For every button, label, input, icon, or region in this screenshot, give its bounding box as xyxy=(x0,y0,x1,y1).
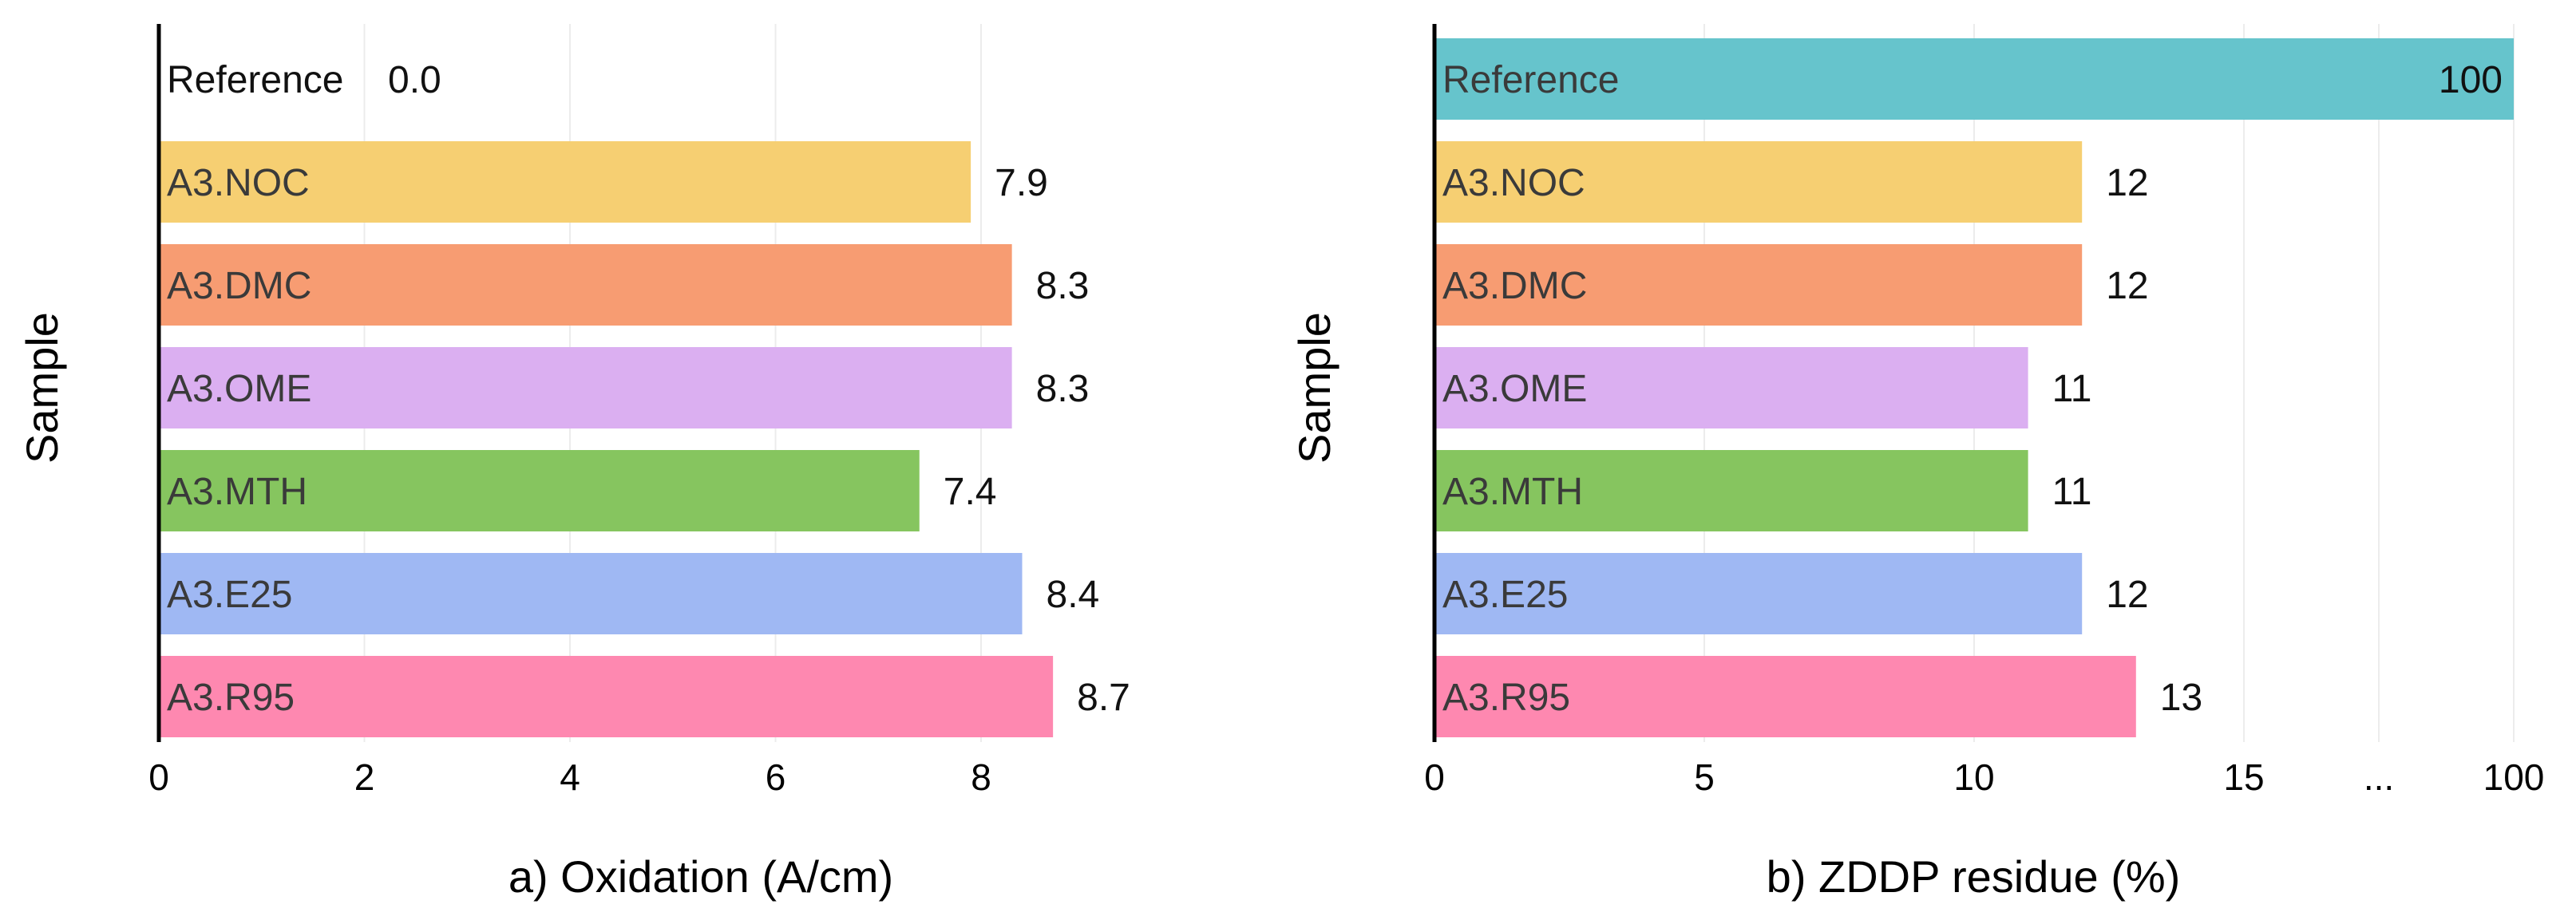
x-tick-label: 5 xyxy=(1694,756,1715,798)
bar-category-label: A3.MTH xyxy=(1442,471,1583,513)
bar xyxy=(159,450,920,531)
bar xyxy=(1434,347,2028,428)
bar xyxy=(1434,656,2136,737)
x-axis-label: a) Oxidation (A/cm) xyxy=(508,851,893,902)
bar-category-label: Reference xyxy=(167,59,343,101)
bar-category-label: A3.R95 xyxy=(167,677,295,719)
chart-panel-oxidation: Reference 0.0 A3.NOC 7.9 A3.DMC 8.3 A3.OME 8.3 A… xyxy=(17,24,1130,902)
bar-value-label: 8.4 xyxy=(1047,574,1100,616)
bar xyxy=(1434,450,2028,531)
bar-value-label: 11 xyxy=(2052,368,2092,410)
bar-value-label: 7.9 xyxy=(995,162,1048,204)
bar-category-label: A3.DMC xyxy=(167,265,311,307)
bar-category-label: A3.OME xyxy=(1442,368,1587,410)
x-tick-label: 6 xyxy=(766,756,786,798)
bar-category-label: A3.E25 xyxy=(167,574,292,616)
bar-value-label: 7.4 xyxy=(944,471,997,513)
bar-category-label: A3.NOC xyxy=(1442,162,1585,204)
x-tick-label: 10 xyxy=(1953,756,1994,798)
bar-value-label: 8.3 xyxy=(1036,265,1090,307)
bar-category-label: A3.DMC xyxy=(1442,265,1587,307)
y-axis-label: Sample xyxy=(1289,312,1339,464)
x-tick-label: 100 xyxy=(2483,756,2545,798)
x-tick-label: 15 xyxy=(2223,756,2264,798)
x-tick-label: 0 xyxy=(148,756,169,798)
bar-value-label: 13 xyxy=(2160,677,2202,719)
x-tick-label: 8 xyxy=(971,756,991,798)
bar xyxy=(1434,38,2514,120)
bar xyxy=(159,347,1012,428)
bar-value-label: 11 xyxy=(2052,471,2092,513)
bar-category-label: A3.MTH xyxy=(167,471,307,513)
bar-value-label: 12 xyxy=(2106,265,2148,307)
bar xyxy=(159,141,971,223)
bar-category-label: A3.OME xyxy=(167,368,311,410)
bar-category-label: A3.E25 xyxy=(1442,574,1568,616)
bar-value-label: 8.7 xyxy=(1077,677,1130,719)
x-tick-label: 4 xyxy=(560,756,580,798)
y-axis-label: Sample xyxy=(17,312,67,464)
bar-value-label: 12 xyxy=(2106,574,2148,616)
bar-value-label: 12 xyxy=(2106,162,2148,204)
bar xyxy=(1434,244,2083,326)
x-tick-label: ... xyxy=(2364,756,2394,798)
bar-category-label: A3.NOC xyxy=(167,162,310,204)
bar xyxy=(1434,141,2083,223)
x-tick-label: 0 xyxy=(1424,756,1445,798)
x-tick-label: 2 xyxy=(354,756,375,798)
bar-category-label: Reference xyxy=(1442,59,1619,101)
bar xyxy=(159,553,1023,634)
bar xyxy=(1434,553,2083,634)
bar xyxy=(159,244,1012,326)
bar xyxy=(159,656,1054,737)
x-axis-label: b) ZDDP residue (%) xyxy=(1767,851,2181,902)
bar-category-label: A3.R95 xyxy=(1442,677,1570,719)
bar-value-label: 0.0 xyxy=(388,59,441,101)
bar-value-label: 100 xyxy=(2439,59,2503,101)
bar-value-label: 8.3 xyxy=(1036,368,1090,410)
